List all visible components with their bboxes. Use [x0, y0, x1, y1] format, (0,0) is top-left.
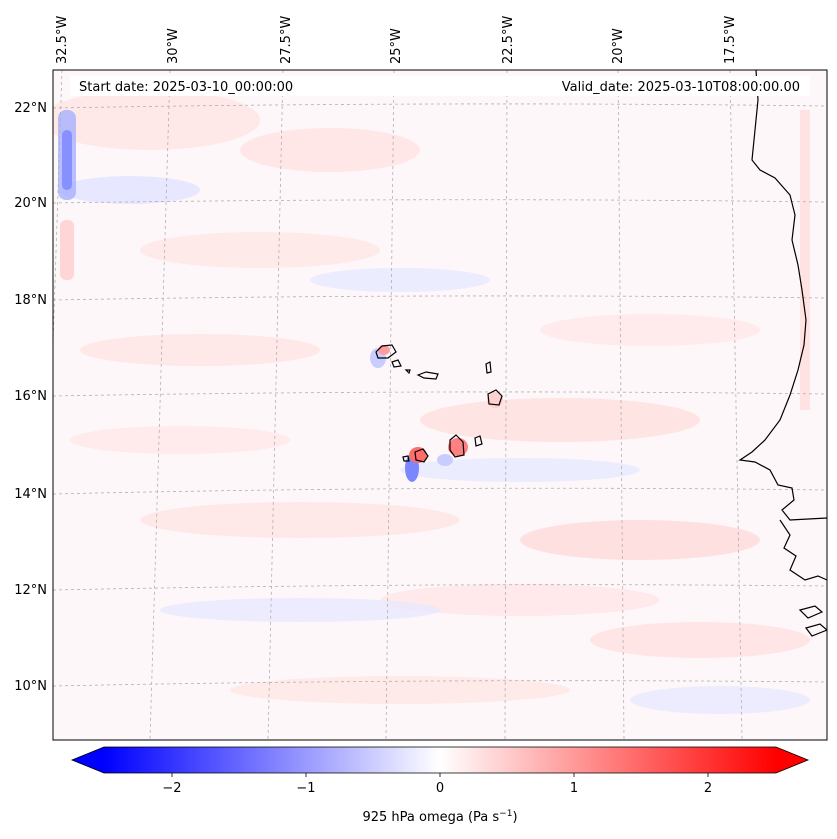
- island-fogo: [414, 448, 429, 463]
- lat-label: 12°N: [14, 583, 47, 598]
- coastlines: [375, 70, 827, 637]
- island-maio: [474, 435, 483, 447]
- africa-coastline: [738, 70, 827, 521]
- longitude-labels: 32.5°W 30°W 27.5°W 25°W 22.5°W 20°W 17.5…: [55, 16, 738, 64]
- island-sao-vicente: [391, 359, 402, 368]
- header-box: Start date: 2025-03-10_00:00:00 Valid_da…: [70, 76, 810, 96]
- island-sao-nicolau: [416, 371, 439, 380]
- lon-label: 32.5°W: [55, 16, 70, 64]
- colorbar-extend-low: [72, 747, 104, 773]
- island-boa-vista: [487, 389, 503, 406]
- island-santo-antao: [375, 344, 397, 359]
- lon-label: 20°W: [611, 28, 626, 64]
- lat-label: 22°N: [14, 101, 47, 116]
- map-panel: [52, 69, 828, 741]
- colorbar-extend-high: [776, 747, 808, 773]
- lon-label: 22.5°W: [501, 16, 516, 64]
- map-frame: [52, 69, 828, 741]
- lat-label: 20°N: [14, 196, 47, 211]
- lon-label: 17.5°W: [723, 16, 738, 64]
- lat-label: 16°N: [14, 389, 47, 404]
- colorbar-tick: −1: [296, 781, 315, 796]
- omega-field: [53, 70, 827, 740]
- lat-label: 10°N: [14, 679, 47, 694]
- lon-label: 25°W: [389, 28, 404, 64]
- colorbar-label: 925 hPa omega (Pa s−1): [362, 809, 517, 825]
- gridlines: [53, 70, 827, 740]
- lon-label: 27.5°W: [279, 16, 294, 64]
- island-brava: [402, 455, 410, 462]
- latitude-labels: 22°N 20°N 18°N 16°N 14°N 12°N 10°N: [14, 101, 47, 694]
- colorbar-tick: 0: [436, 781, 444, 796]
- lat-label: 18°N: [14, 293, 47, 308]
- island-santiago: [449, 434, 465, 458]
- colorbar-tick: 1: [570, 781, 578, 796]
- start-date-label: Start date: 2025-03-10_00:00:00: [79, 80, 293, 95]
- valid-date-label: Valid_date: 2025-03-10T08:00:00.00: [562, 80, 800, 95]
- colorbar-tick: 2: [704, 781, 712, 796]
- lon-label: 30°W: [166, 28, 181, 64]
- lat-label: 14°N: [14, 487, 47, 502]
- colorbar: −2 −1 0 1 2 925 hPa omega (Pa s−1): [70, 746, 810, 825]
- colorbar-tick: −2: [162, 781, 181, 796]
- colorbar-outline: [70, 746, 810, 774]
- island-sal: [485, 361, 492, 374]
- colorbar-body: [104, 747, 776, 773]
